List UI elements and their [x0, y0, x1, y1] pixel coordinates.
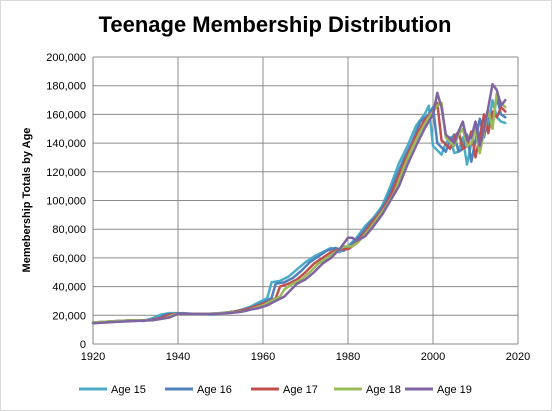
series-line-age-19	[91, 83, 507, 325]
y-tick-label: 180,000	[46, 81, 86, 93]
legend-label: Age 18	[366, 384, 401, 396]
legend-label: Age 17	[283, 384, 318, 396]
y-tick-label: 160,000	[46, 109, 86, 121]
y-tick-label: 60,000	[52, 253, 86, 265]
legend-label: Age 16	[197, 384, 232, 396]
x-tick-label: 2020	[506, 351, 530, 363]
y-tick-label: 120,000	[46, 167, 86, 179]
series-lines	[91, 83, 507, 325]
y-tick-label: 0	[80, 339, 86, 351]
series-line-age-15	[91, 98, 507, 325]
y-tick-label: 80,000	[52, 224, 86, 236]
y-tick-label: 200,000	[46, 52, 86, 64]
series-line-age-17	[91, 101, 507, 324]
x-tick-label: 1940	[166, 351, 190, 363]
legend-label: Age 15	[111, 384, 146, 396]
legend: Age 15 Age 16 Age 17 Age 18 Age 19	[79, 384, 472, 396]
x-tick-label: 1960	[251, 351, 275, 363]
x-tick-label: 2000	[421, 351, 445, 363]
x-tick-label: 1980	[336, 351, 360, 363]
y-tick-label: 100,000	[46, 196, 86, 208]
y-tick-label: 20,000	[52, 310, 86, 322]
series-line-age-16	[91, 95, 507, 324]
y-tick-label: 40,000	[52, 282, 86, 294]
axes: 0 20,000 40,000 60,000 80,000 100,000 120,000 1…	[46, 52, 530, 363]
y-tick-label: 140,000	[46, 138, 86, 150]
gridlines	[92, 56, 519, 345]
legend-label: Age 19	[437, 384, 472, 396]
x-tick-label: 1920	[81, 351, 105, 363]
chart-title: Teenage Membership Distribution	[99, 12, 452, 37]
y-axis-label: Memebership Totals by Age	[21, 128, 33, 273]
